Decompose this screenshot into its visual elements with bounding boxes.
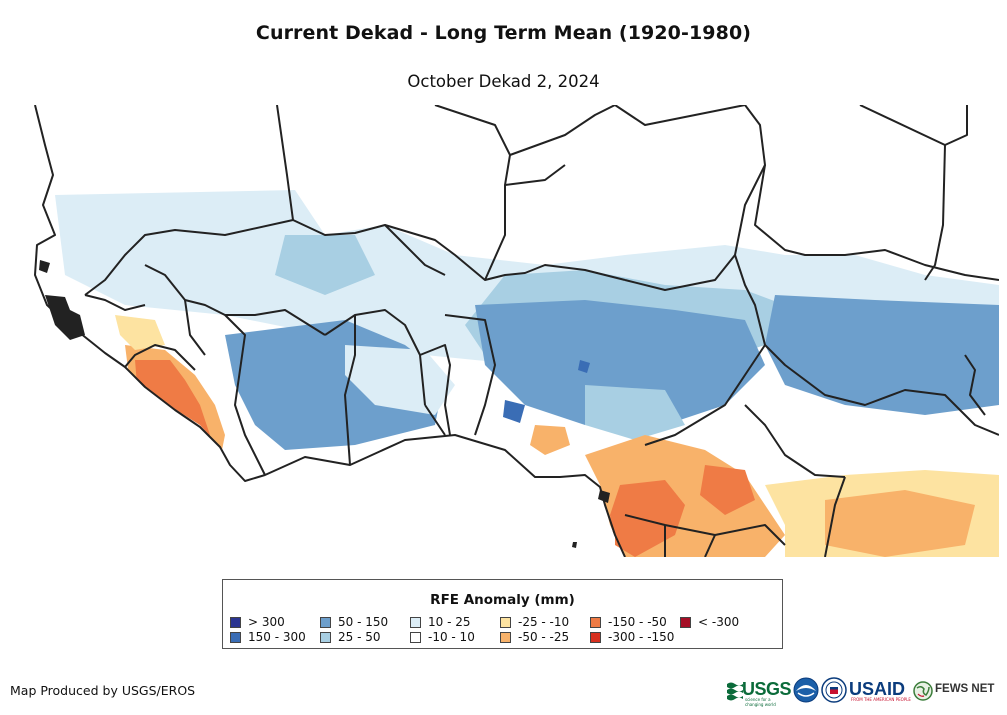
usgs-tagline: science for a changing world	[745, 697, 776, 707]
legend-swatch	[320, 632, 331, 643]
legend-item: -10 - 10	[410, 630, 475, 644]
legend-label: 50 - 150	[338, 615, 389, 629]
legend-label: -10 - 10	[428, 630, 475, 644]
usgs-wave-icon	[727, 682, 743, 701]
fews-net-wordmark: FEWS NET	[935, 683, 995, 695]
legend-swatch	[320, 617, 331, 628]
legend-label: 25 - 50	[338, 630, 381, 644]
globe-icon	[913, 681, 933, 701]
state-department-seal-icon	[821, 677, 847, 703]
usaid-logo: USAID FROM THE AMERICAN PEOPLE	[849, 677, 911, 705]
legend-swatch	[500, 632, 511, 643]
legend-swatch	[500, 617, 511, 628]
legend-label: -50 - -25	[518, 630, 570, 644]
agency-logos: USGS science for a changing world USAID …	[727, 677, 1002, 707]
country-borders	[34, 105, 999, 557]
legend-item: 150 - 300	[230, 630, 306, 644]
coastline-features	[39, 260, 610, 548]
legend-item: 25 - 50	[320, 630, 381, 644]
map-subtitle: October Dekad 2, 2024	[407, 72, 600, 91]
legend-swatch	[410, 632, 421, 643]
legend-swatch	[590, 617, 601, 628]
legend-swatch	[230, 617, 241, 628]
legend-swatch	[410, 617, 421, 628]
usgs-wordmark: USGS	[742, 679, 792, 699]
legend-item: -50 - -25	[500, 630, 569, 644]
legend-swatch	[230, 632, 241, 643]
legend-item: < -300	[680, 615, 739, 629]
legend-item: -25 - -10	[500, 615, 569, 629]
usgs-logo: USGS science for a changing world	[727, 677, 792, 707]
legend-label: -150 - -50	[608, 615, 667, 629]
legend-label: -25 - -10	[518, 615, 570, 629]
legend-swatch	[590, 632, 601, 643]
legend-item: > 300	[230, 615, 285, 629]
usaid-wordmark: USAID	[849, 679, 906, 699]
legend-label: 10 - 25	[428, 615, 471, 629]
legend-item: -300 - -150	[590, 630, 674, 644]
legend-swatch	[680, 617, 691, 628]
legend-label: > 300	[248, 615, 285, 629]
usaid-tagline: FROM THE AMERICAN PEOPLE	[851, 697, 911, 702]
map-credit: Map Produced by USGS/EROS	[10, 683, 196, 698]
fews-net-logo: FEWS NET	[913, 677, 1002, 705]
legend-label: < -300	[698, 615, 740, 629]
legend-label: 150 - 300	[248, 630, 306, 644]
anomaly-field	[25, 105, 999, 557]
noaa-logo-icon	[793, 677, 819, 703]
map-legend: RFE Anomaly (mm) > 300 150 - 300 50 - 15…	[222, 579, 783, 649]
map-title: Current Dekad - Long Term Mean (1920-198…	[255, 22, 752, 44]
legend-item: 50 - 150	[320, 615, 388, 629]
rainfall-anomaly-map	[25, 105, 999, 557]
legend-item: 10 - 25	[410, 615, 471, 629]
legend-label: -300 - -150	[608, 630, 675, 644]
legend-title: RFE Anomaly (mm)	[430, 592, 575, 608]
legend-item: -150 - -50	[590, 615, 667, 629]
